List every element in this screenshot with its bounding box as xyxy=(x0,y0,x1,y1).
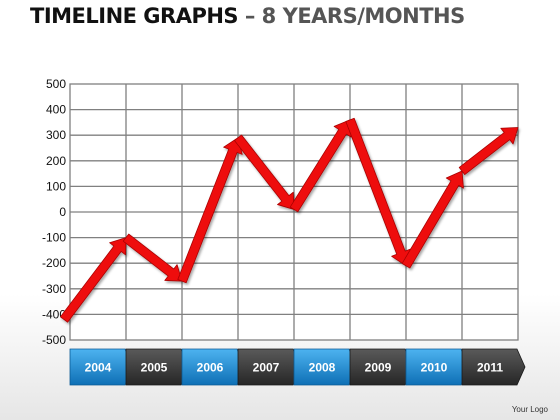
y-tick-label: 200 xyxy=(46,154,66,168)
x-tick-label: 2007 xyxy=(253,361,280,375)
title-main: TIMELINE GRAPHS xyxy=(30,4,239,28)
x-tick-label: 2009 xyxy=(365,361,392,375)
y-tick-label: 100 xyxy=(46,179,66,193)
year-timeline-bar: 2004 2005 2006 2007 2008 2009 2010 2011 xyxy=(69,348,526,386)
grid xyxy=(69,83,519,341)
y-tick-label: -500 xyxy=(42,333,66,347)
x-tick-label: 2011 xyxy=(477,361,503,375)
x-tick-label: 2010 xyxy=(421,361,448,375)
y-tick-label: 500 xyxy=(46,77,66,91)
y-tick-label: -400 xyxy=(42,307,66,321)
x-tick-label: 2005 xyxy=(141,361,168,375)
arrow-segment xyxy=(122,233,183,282)
x-tick-label: 2004 xyxy=(85,361,112,375)
y-tick-label: 400 xyxy=(46,103,66,117)
year-block xyxy=(461,348,526,386)
arrow-segment xyxy=(345,117,411,267)
x-tick-label: 2008 xyxy=(309,361,336,375)
arrow-segment xyxy=(234,134,295,210)
y-axis-ticks: 500 400 300 200 100 0 -100 -200 -300 -400 -500 xyxy=(42,77,66,347)
arrow-segment xyxy=(458,127,519,175)
y-tick-label: 300 xyxy=(46,128,66,142)
data-series-arrow xyxy=(60,117,519,323)
arrow-segment xyxy=(60,237,127,323)
arrow-segment xyxy=(401,170,464,269)
y-tick-label: -200 xyxy=(42,256,66,270)
page-title: TIMELINE GRAPHS – 8 YEARS/MONTHS xyxy=(30,4,465,28)
y-tick-label: 0 xyxy=(59,205,66,219)
y-tick-label: -100 xyxy=(42,231,66,245)
title-subtitle: – 8 YEARS/MONTHS xyxy=(244,4,465,28)
x-tick-label: 2006 xyxy=(197,361,224,375)
footer-logo: Your Logo xyxy=(511,405,548,414)
y-tick-label: -300 xyxy=(42,282,66,296)
